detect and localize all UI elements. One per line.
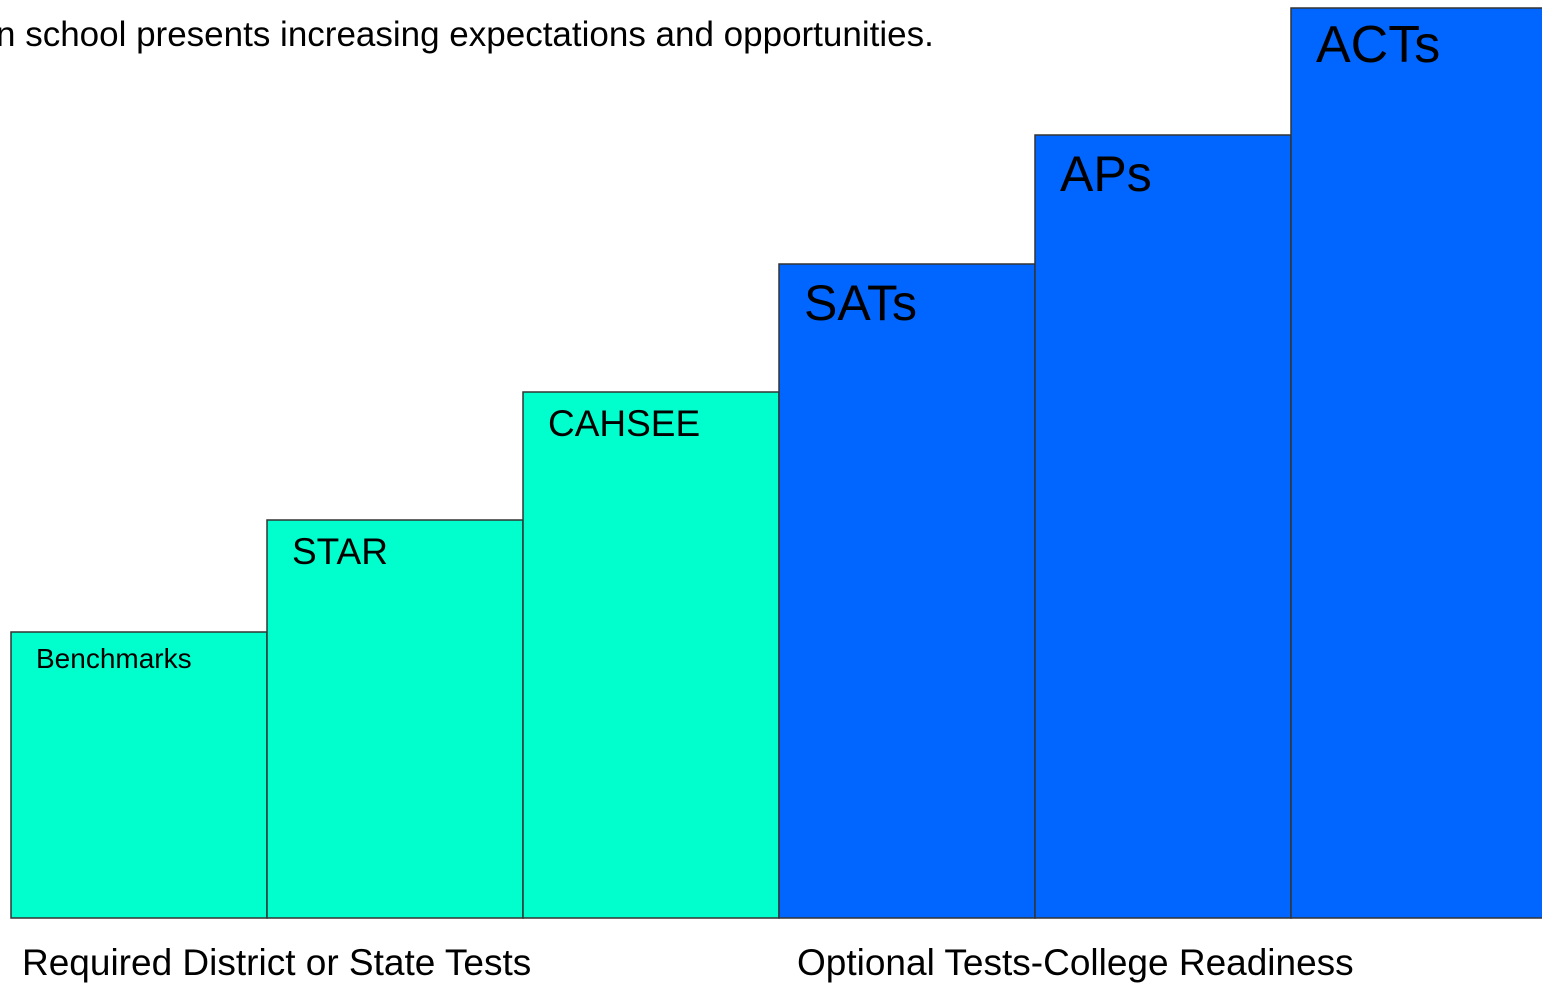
step xyxy=(10,631,268,919)
title: n school presents increasing expectation… xyxy=(0,15,934,54)
step-label: CAHSEE xyxy=(548,403,700,444)
step xyxy=(1290,7,1542,919)
step-label: SATs xyxy=(804,275,917,331)
steps: Benchmarks STAR CAHSEE SATs APs ACTs xyxy=(10,7,1542,919)
step-label: STAR xyxy=(292,531,388,572)
step-label: Benchmarks xyxy=(36,643,192,674)
step xyxy=(1034,134,1292,919)
group-label: Required District or State Tests xyxy=(22,942,531,983)
step xyxy=(522,391,780,919)
step xyxy=(778,263,1036,919)
step-label: APs xyxy=(1060,146,1152,202)
group-label: Optional Tests-College Readiness xyxy=(797,942,1354,983)
step-label: ACTs xyxy=(1316,16,1440,74)
step xyxy=(266,519,524,919)
